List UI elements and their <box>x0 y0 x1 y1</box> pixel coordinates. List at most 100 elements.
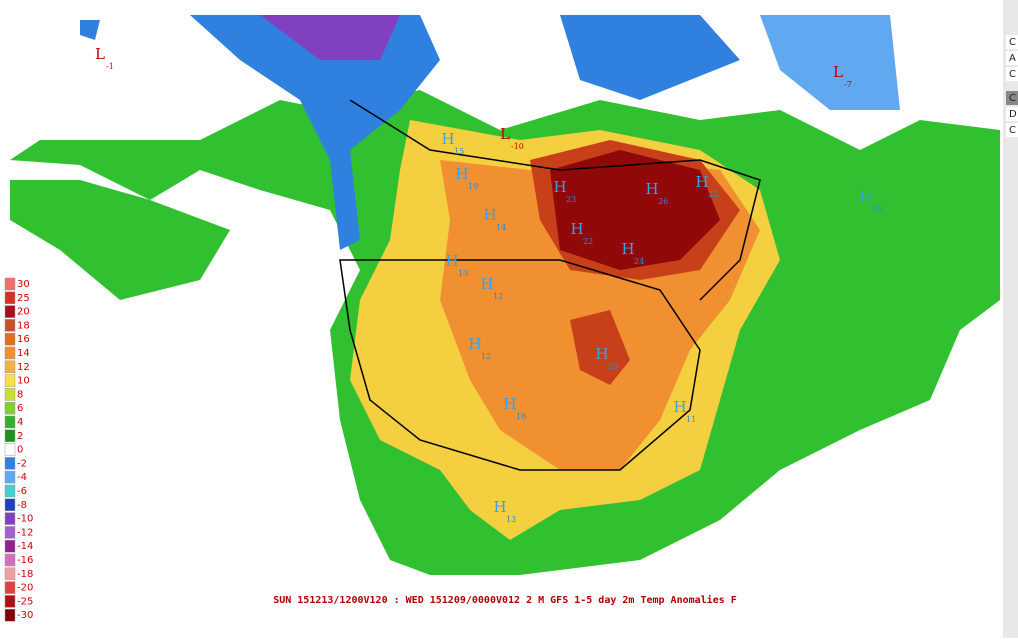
legend-label: 16 <box>17 334 30 345</box>
anomaly-darkred <box>550 150 720 270</box>
center-value: 11 <box>686 415 696 424</box>
center-value: 22 <box>583 237 593 246</box>
center-letter: H <box>455 165 468 183</box>
legend-swatch <box>4 470 16 484</box>
center-value: 24 <box>634 257 644 266</box>
side-tab[interactable] <box>1006 107 1018 121</box>
legend-swatch <box>4 291 16 305</box>
legend-label: -10 <box>17 514 33 525</box>
center-value: 20 <box>608 362 618 371</box>
center-letter: H <box>441 130 454 148</box>
side-tab-label[interactable]: C <box>1009 69 1016 80</box>
legend-label: -14 <box>17 541 33 552</box>
center-letter: H <box>859 188 872 206</box>
legend-label: 8 <box>17 389 23 400</box>
caption: SUN 151213/1200V120 : WED 151209/0000V01… <box>273 594 737 606</box>
side-tab[interactable] <box>1006 67 1018 81</box>
center-value: -1 <box>106 62 114 71</box>
legend-label: -30 <box>17 610 33 621</box>
center-value: 12 <box>493 292 503 301</box>
legend-label: 6 <box>17 403 23 414</box>
legend-swatch <box>4 595 16 608</box>
side-tab-label[interactable]: A <box>1009 53 1016 64</box>
province-borders <box>349 99 761 301</box>
legend-swatch <box>4 443 16 456</box>
side-tab-label[interactable]: C <box>1009 37 1016 48</box>
center-letter: H <box>673 398 686 416</box>
center-letter: H <box>493 498 506 516</box>
center-letter: H <box>445 252 458 270</box>
legend-swatch <box>4 277 16 291</box>
legend-swatch <box>4 401 16 415</box>
legend-label: 18 <box>17 320 30 331</box>
anomaly-blue-small <box>80 20 100 40</box>
legend-swatch <box>4 305 16 318</box>
center-letter: H <box>695 173 708 191</box>
legend-label: -25 <box>17 596 33 607</box>
legend-swatch <box>4 608 16 622</box>
legend-label: -20 <box>17 583 33 594</box>
center-value: 15 <box>454 147 464 156</box>
center-value: 19 <box>468 182 478 191</box>
legend-swatch <box>4 374 16 387</box>
center-letter: L <box>95 45 105 63</box>
legend-label: -8 <box>17 500 27 511</box>
anomaly-blue-northwest <box>190 15 440 250</box>
center-letter: H <box>595 345 608 363</box>
anomaly-green-west <box>10 180 230 300</box>
center-value: 13 <box>458 269 468 278</box>
center-letter: H <box>553 178 566 196</box>
center-value: 10 <box>872 205 882 214</box>
center-letter: H <box>645 180 658 198</box>
legend-label: -18 <box>17 569 33 580</box>
legend-swatch <box>4 512 16 525</box>
anomaly-blue-arctic <box>560 15 740 100</box>
center-letter: L <box>500 125 510 143</box>
legend-swatch <box>4 498 16 512</box>
center-value: 12 <box>481 352 491 361</box>
legend-label: 4 <box>17 417 23 428</box>
legend-label: 2 <box>17 431 23 442</box>
legend-swatch <box>4 415 16 429</box>
legend-label: 14 <box>17 348 30 359</box>
map <box>10 15 1000 575</box>
legend-label: -12 <box>17 527 33 538</box>
legend-swatch <box>4 539 16 553</box>
side-tab[interactable] <box>1006 51 1018 65</box>
legend-swatch <box>4 429 16 443</box>
legend-label: 10 <box>17 376 30 387</box>
legend-label: -6 <box>17 486 27 497</box>
center-letter: H <box>468 335 481 353</box>
legend-label: 30 <box>17 279 30 290</box>
center-letter: L <box>833 63 843 81</box>
legend-label: -16 <box>17 555 33 566</box>
center-letter: H <box>503 395 516 413</box>
side-tab-label[interactable]: C <box>1009 125 1016 136</box>
legend-swatch <box>4 319 16 332</box>
side-tab[interactable] <box>1006 123 1018 137</box>
side-tab[interactable] <box>1006 91 1018 105</box>
center-letter: H <box>480 275 493 293</box>
legend-swatch <box>4 567 16 581</box>
anomaly-blue-greenland <box>760 15 900 110</box>
legend-swatch <box>4 388 16 401</box>
side-tab-label[interactable]: C <box>1009 93 1016 104</box>
legend-label: 20 <box>17 307 30 318</box>
legend-swatch <box>4 360 16 374</box>
legend-swatch <box>4 332 16 346</box>
legend-swatch <box>4 484 16 498</box>
country-borders <box>339 259 701 471</box>
side-tab[interactable] <box>1006 35 1018 49</box>
legend-swatch <box>4 553 16 567</box>
side-tab-label[interactable]: D <box>1009 109 1017 120</box>
center-value: -7 <box>844 80 852 89</box>
legend-swatch <box>4 581 16 594</box>
legend-label: 12 <box>17 362 30 373</box>
center-value: 23 <box>566 195 576 204</box>
legend-label: -4 <box>17 472 27 483</box>
anomaly-red-midwest <box>570 310 630 385</box>
legend-swatch <box>4 346 16 360</box>
center-value: 22 <box>708 190 718 199</box>
